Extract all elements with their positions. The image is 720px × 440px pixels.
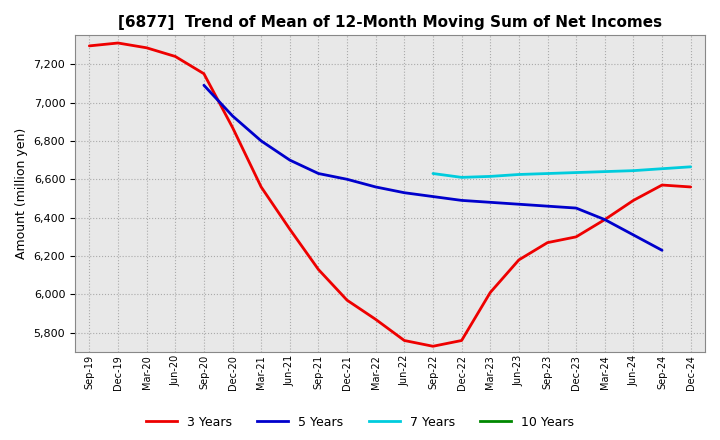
- Legend: 3 Years, 5 Years, 7 Years, 10 Years: 3 Years, 5 Years, 7 Years, 10 Years: [141, 411, 579, 434]
- 3 Years: [314, 267, 323, 272]
- 3 Years: [285, 227, 294, 232]
- 3 Years: [515, 257, 523, 263]
- 3 Years: [343, 297, 351, 303]
- 7 Years: [629, 168, 638, 173]
- 3 Years: [686, 184, 695, 190]
- 5 Years: [457, 198, 466, 203]
- 3 Years: [171, 54, 179, 59]
- 5 Years: [285, 158, 294, 163]
- Y-axis label: Amount (million yen): Amount (million yen): [15, 128, 28, 259]
- 7 Years: [515, 172, 523, 177]
- 5 Years: [228, 114, 237, 119]
- 3 Years: [600, 217, 609, 222]
- 5 Years: [372, 184, 380, 190]
- Title: [6877]  Trend of Mean of 12-Month Moving Sum of Net Incomes: [6877] Trend of Mean of 12-Month Moving …: [118, 15, 662, 30]
- 5 Years: [314, 171, 323, 176]
- Line: 3 Years: 3 Years: [89, 43, 690, 346]
- 5 Years: [543, 204, 552, 209]
- 7 Years: [572, 170, 580, 175]
- Line: 7 Years: 7 Years: [433, 167, 690, 177]
- 5 Years: [515, 202, 523, 207]
- 7 Years: [486, 174, 495, 179]
- 5 Years: [658, 248, 667, 253]
- 7 Years: [658, 166, 667, 171]
- 3 Years: [629, 198, 638, 203]
- 7 Years: [428, 171, 437, 176]
- 5 Years: [257, 138, 266, 143]
- 3 Years: [428, 344, 437, 349]
- 3 Years: [486, 290, 495, 295]
- 5 Years: [600, 217, 609, 222]
- 7 Years: [600, 169, 609, 174]
- 3 Years: [457, 338, 466, 343]
- 7 Years: [686, 164, 695, 169]
- 5 Years: [199, 83, 208, 88]
- 5 Years: [486, 200, 495, 205]
- 3 Years: [85, 43, 94, 48]
- 3 Years: [543, 240, 552, 245]
- 3 Years: [572, 234, 580, 239]
- 3 Years: [199, 71, 208, 77]
- 5 Years: [428, 194, 437, 199]
- Line: 5 Years: 5 Years: [204, 85, 662, 250]
- 5 Years: [343, 176, 351, 182]
- 5 Years: [572, 205, 580, 211]
- 5 Years: [400, 190, 409, 195]
- 3 Years: [257, 184, 266, 190]
- 3 Years: [372, 317, 380, 322]
- 3 Years: [400, 338, 409, 343]
- 3 Years: [143, 45, 151, 51]
- 7 Years: [543, 171, 552, 176]
- 5 Years: [629, 232, 638, 238]
- 7 Years: [457, 175, 466, 180]
- 3 Years: [658, 183, 667, 188]
- 3 Years: [114, 40, 122, 46]
- 3 Years: [228, 125, 237, 130]
